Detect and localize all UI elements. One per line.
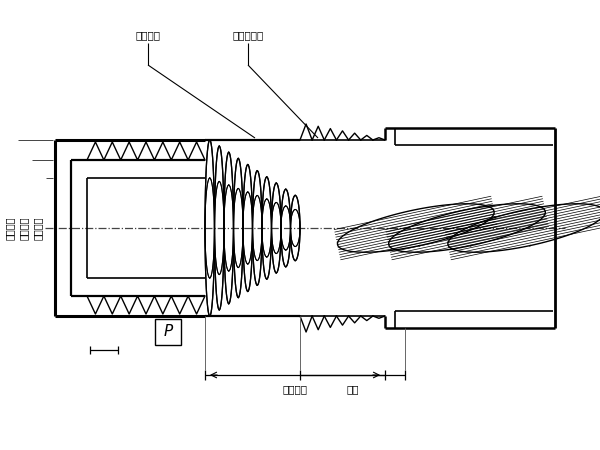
Text: 螺纹小径: 螺纹小径: [33, 216, 43, 240]
Text: 完整螺纹: 完整螺纹: [136, 30, 161, 40]
FancyBboxPatch shape: [155, 319, 181, 345]
Text: 螺纹中径: 螺纹中径: [19, 216, 29, 240]
Text: 螺尾: 螺尾: [346, 384, 359, 394]
Text: 不完整螺纹: 不完整螺纹: [232, 30, 263, 40]
Text: 螺纹大径: 螺纹大径: [5, 216, 15, 240]
Text: P: P: [163, 324, 173, 339]
Text: 有效螺纹: 有效螺纹: [283, 384, 308, 394]
